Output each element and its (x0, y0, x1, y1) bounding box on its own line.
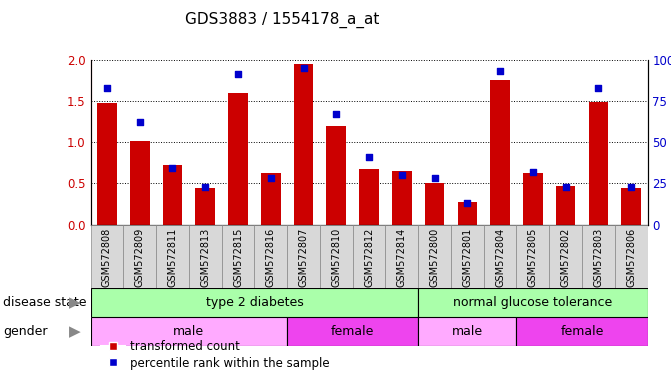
Bar (353, 225, 385, 288)
Bar (550, 225, 582, 288)
Point (495, 68, 505, 74)
Point (233, 71, 244, 78)
Text: GSM572811: GSM572811 (168, 228, 178, 287)
Text: gender: gender (3, 325, 48, 338)
Bar (287, 317, 418, 346)
Bar (254, 225, 287, 288)
Text: GSM572813: GSM572813 (200, 228, 210, 287)
Text: male: male (452, 325, 483, 338)
Text: female: female (560, 325, 604, 338)
Bar (556, 186, 576, 225)
Text: GSM572805: GSM572805 (528, 228, 538, 287)
Point (397, 172, 407, 178)
Text: GSM572806: GSM572806 (626, 228, 636, 287)
Bar (392, 171, 411, 225)
Text: GSM572807: GSM572807 (299, 228, 309, 287)
Bar (91, 317, 287, 346)
Bar (189, 225, 221, 288)
Point (462, 200, 472, 206)
Bar (294, 65, 313, 225)
Point (266, 175, 276, 182)
Bar (162, 165, 183, 225)
Point (101, 84, 112, 91)
Bar (156, 225, 189, 288)
Text: GSM572800: GSM572800 (429, 228, 440, 287)
Text: GSM572814: GSM572814 (397, 228, 407, 287)
Point (429, 175, 440, 182)
Bar (621, 188, 641, 225)
Text: GDS3883 / 1554178_a_at: GDS3883 / 1554178_a_at (185, 12, 379, 28)
Bar (615, 225, 648, 288)
Point (134, 119, 145, 125)
Bar (425, 184, 444, 225)
Text: GSM572812: GSM572812 (364, 228, 374, 287)
Point (527, 169, 538, 175)
Bar (359, 169, 379, 225)
Point (167, 166, 178, 172)
Bar (327, 126, 346, 225)
Point (560, 184, 571, 190)
Bar (195, 188, 215, 225)
Point (331, 111, 342, 117)
Text: ▶: ▶ (68, 324, 81, 339)
Bar (484, 225, 517, 288)
Text: GSM572809: GSM572809 (135, 228, 145, 287)
Point (298, 65, 309, 71)
Bar (91, 225, 123, 288)
Bar (91, 288, 418, 317)
Bar (287, 225, 320, 288)
Text: ▶: ▶ (68, 295, 81, 310)
Bar (320, 225, 353, 288)
Bar (385, 225, 418, 288)
Text: type 2 diabetes: type 2 diabetes (205, 296, 303, 309)
Bar (491, 80, 510, 225)
Bar (123, 225, 156, 288)
Point (364, 154, 374, 160)
Text: GSM572815: GSM572815 (233, 228, 243, 287)
Bar (221, 225, 254, 288)
Text: disease state: disease state (3, 296, 87, 309)
Bar (261, 174, 280, 225)
Bar (418, 317, 517, 346)
Text: GSM572801: GSM572801 (462, 228, 472, 287)
Point (626, 184, 637, 190)
Text: GSM572816: GSM572816 (266, 228, 276, 287)
Bar (582, 225, 615, 288)
Text: normal glucose tolerance: normal glucose tolerance (453, 296, 613, 309)
Bar (523, 173, 543, 225)
Bar (517, 317, 648, 346)
Bar (451, 225, 484, 288)
Text: GSM572804: GSM572804 (495, 228, 505, 287)
Bar (418, 225, 451, 288)
Bar (228, 93, 248, 225)
Bar (517, 225, 550, 288)
Bar (97, 103, 117, 225)
Text: GSM572803: GSM572803 (593, 228, 603, 287)
Text: female: female (331, 325, 374, 338)
Bar (418, 288, 648, 317)
Text: GSM572808: GSM572808 (102, 228, 112, 287)
Text: male: male (173, 325, 205, 338)
Bar (458, 202, 477, 225)
Legend: transformed count, percentile rank within the sample: transformed count, percentile rank withi… (97, 335, 334, 374)
Text: GSM572810: GSM572810 (331, 228, 342, 287)
Text: GSM572802: GSM572802 (560, 228, 570, 287)
Point (200, 184, 211, 190)
Bar (588, 102, 608, 225)
Bar (130, 141, 150, 225)
Point (593, 84, 604, 91)
